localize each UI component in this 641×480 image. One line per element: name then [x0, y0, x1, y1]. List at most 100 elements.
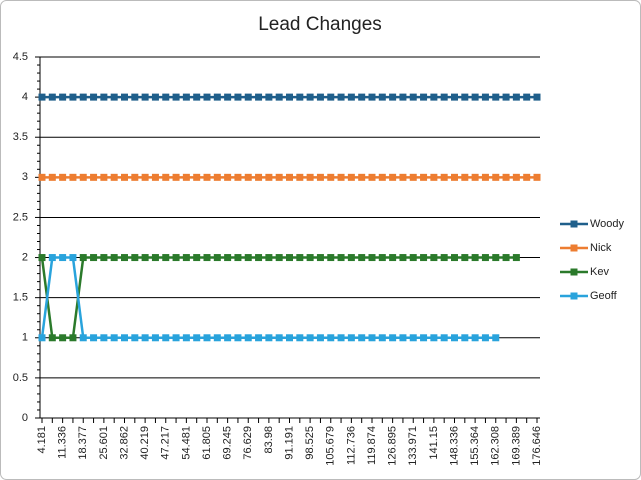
- x-tick-label: 25.601: [98, 426, 110, 460]
- point-marker: [368, 254, 376, 262]
- point-marker: [492, 173, 500, 181]
- point-marker: [533, 93, 541, 101]
- point-marker: [172, 334, 180, 342]
- x-tick-label: 141.15: [428, 426, 440, 460]
- x-tick-label: 126.895: [387, 426, 399, 466]
- legend-marker: [570, 244, 578, 252]
- point-marker: [172, 173, 180, 181]
- point-marker: [213, 254, 221, 262]
- point-marker: [275, 93, 283, 101]
- point-marker: [100, 173, 108, 181]
- point-marker: [409, 173, 417, 181]
- point-marker: [481, 254, 489, 262]
- y-tick-label: 0: [22, 412, 28, 424]
- point-marker: [213, 93, 221, 101]
- point-marker: [224, 173, 232, 181]
- point-marker: [440, 334, 448, 342]
- point-marker: [151, 173, 159, 181]
- point-marker: [141, 173, 149, 181]
- point-marker: [327, 334, 335, 342]
- point-marker: [131, 93, 139, 101]
- y-tick-label: 3.5: [13, 131, 28, 143]
- point-marker: [471, 334, 479, 342]
- point-marker: [316, 173, 324, 181]
- point-marker: [48, 254, 56, 262]
- point-marker: [296, 93, 304, 101]
- point-marker: [182, 173, 190, 181]
- point-marker: [182, 254, 190, 262]
- legend-label: Woody: [590, 218, 625, 230]
- point-marker: [306, 173, 314, 181]
- point-marker: [121, 93, 128, 101]
- point-marker: [213, 334, 221, 342]
- point-marker: [69, 173, 77, 181]
- y-tick-label: 1.5: [13, 292, 28, 304]
- point-marker: [358, 334, 366, 342]
- x-tick-label: 69.245: [222, 426, 234, 460]
- point-marker: [151, 254, 159, 262]
- point-marker: [347, 173, 355, 181]
- point-marker: [378, 334, 386, 342]
- point-marker: [378, 93, 386, 101]
- x-tick-label: 119.874: [366, 426, 378, 465]
- point-marker: [389, 334, 397, 342]
- point-marker: [48, 334, 56, 342]
- point-marker: [451, 334, 458, 342]
- point-marker: [337, 334, 345, 342]
- point-marker: [265, 93, 273, 101]
- point-marker: [90, 173, 98, 181]
- point-marker: [316, 93, 324, 101]
- point-marker: [368, 173, 376, 181]
- point-marker: [389, 173, 397, 181]
- point-marker: [440, 93, 448, 101]
- legend-marker: [570, 220, 578, 228]
- point-marker: [38, 93, 46, 101]
- chart-title: Lead Changes: [258, 14, 382, 35]
- point-marker: [255, 173, 263, 181]
- point-marker: [203, 334, 211, 342]
- y-tick-label: 2: [22, 251, 28, 263]
- point-marker: [151, 93, 159, 101]
- point-marker: [90, 254, 98, 262]
- point-marker: [193, 254, 201, 262]
- point-marker: [59, 93, 67, 101]
- point-marker: [430, 93, 438, 101]
- x-tick-label: 18.377: [77, 426, 89, 460]
- x-tick-label: 112.736: [345, 426, 357, 465]
- point-marker: [141, 334, 149, 342]
- point-marker: [368, 93, 376, 101]
- point-marker: [286, 334, 293, 342]
- point-marker: [265, 334, 273, 342]
- point-marker: [378, 173, 386, 181]
- point-marker: [316, 254, 324, 262]
- legend-label: Kev: [590, 266, 609, 278]
- point-marker: [420, 173, 428, 181]
- point-marker: [203, 93, 211, 101]
- x-tick-label: 54.481: [180, 426, 192, 460]
- point-marker: [275, 254, 283, 262]
- point-marker: [481, 334, 489, 342]
- x-tick-label: 162.308: [490, 426, 502, 466]
- point-marker: [203, 254, 211, 262]
- point-marker: [255, 254, 263, 262]
- point-marker: [440, 173, 448, 181]
- point-marker: [358, 93, 366, 101]
- x-tick-label: 148.336: [448, 426, 460, 466]
- x-tick-label: 105.679: [325, 426, 337, 466]
- point-marker: [337, 173, 345, 181]
- point-marker: [461, 93, 469, 101]
- point-marker: [420, 93, 428, 101]
- point-marker: [213, 173, 221, 181]
- point-marker: [244, 254, 252, 262]
- point-marker: [100, 334, 108, 342]
- point-marker: [399, 173, 407, 181]
- point-marker: [172, 254, 180, 262]
- point-marker: [162, 334, 170, 342]
- point-marker: [265, 254, 273, 262]
- x-tick-label: 91.191: [283, 426, 295, 460]
- point-marker: [244, 173, 252, 181]
- point-marker: [492, 334, 500, 342]
- point-marker: [399, 334, 407, 342]
- point-marker: [162, 173, 170, 181]
